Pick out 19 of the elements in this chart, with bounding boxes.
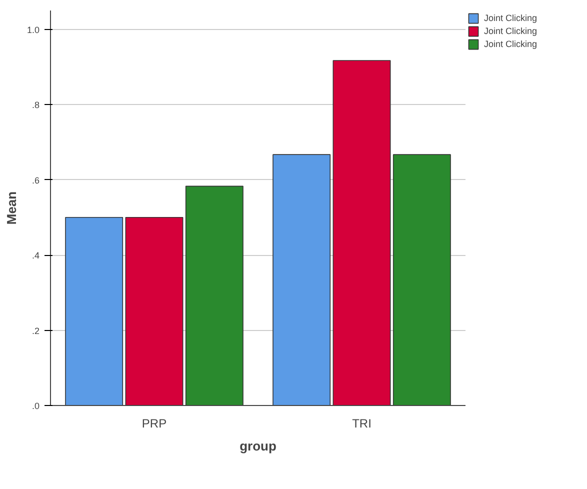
legend-label: Joint Clicking — [484, 25, 538, 37]
bar — [65, 217, 124, 406]
bar — [392, 154, 451, 406]
y-tick-label: 1.0 — [26, 24, 40, 35]
y-tick-label: .8 — [32, 100, 40, 110]
y-tick-label: .4 — [32, 250, 40, 261]
bar — [185, 186, 244, 406]
legend-label: Joint Clicking — [484, 38, 538, 50]
x-tick-label: TRI — [352, 416, 372, 430]
x-axis-title: group — [240, 438, 276, 454]
y-tick-label: .2 — [32, 326, 40, 336]
bar — [125, 217, 184, 406]
y-tick-label: .0 — [32, 401, 40, 411]
y-tick-label: .6 — [32, 175, 40, 186]
y-axis-title: Mean — [4, 191, 19, 225]
bar — [332, 60, 391, 406]
legend-label: Joint Clicking — [484, 12, 538, 24]
bar — [272, 154, 331, 406]
x-tick-label: PRP — [142, 416, 167, 430]
